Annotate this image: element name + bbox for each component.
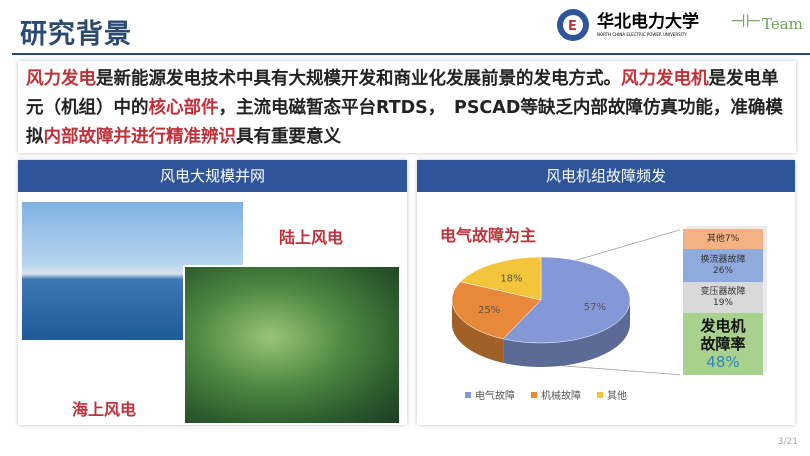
body-text: 具有重要意义 bbox=[236, 127, 341, 147]
emphasis-text: 风力发电机 bbox=[621, 69, 709, 89]
legend-item: 电气故障 bbox=[465, 387, 515, 402]
breakdown-segment: 其他7% bbox=[683, 229, 763, 249]
university-subtitle: NORTH CHINA ELECTRIC POWER UNIVERSITY bbox=[597, 32, 687, 37]
pie-slice-side bbox=[452, 300, 504, 363]
pie-data-label: 57% bbox=[584, 302, 606, 313]
segment-value: 48% bbox=[706, 353, 740, 371]
pie-slice bbox=[459, 256, 542, 301]
legend-label: 机械故障 bbox=[541, 391, 581, 402]
emphasis-text: 内部故障并进行精准辨识 bbox=[43, 127, 237, 147]
legend-item: 其他 bbox=[597, 387, 627, 402]
legend-label: 其他 bbox=[607, 391, 627, 402]
legend-label: 电气故障 bbox=[475, 391, 515, 402]
segment-value: 26% bbox=[712, 265, 733, 276]
legend-swatch bbox=[465, 391, 471, 398]
legend-swatch bbox=[597, 391, 603, 398]
onshore-wind-photo bbox=[183, 265, 401, 425]
offshore-label: 海上风电 bbox=[72, 400, 137, 419]
segment-label: 发电机 故障率 bbox=[700, 317, 746, 353]
legend-item: 机械故障 bbox=[531, 387, 581, 402]
connector-line bbox=[562, 365, 680, 376]
breakdown-segment: 换流器故障 26% bbox=[683, 249, 763, 282]
panel-title: 风电机组故障频发 bbox=[417, 160, 795, 192]
onshore-label: 陆上风电 bbox=[279, 228, 344, 247]
body-text: ，主流电磁暂态平台RTDS， PSCAD等缺乏内部故障仿真功能，准确模拟 bbox=[26, 98, 783, 147]
slide-title: 研究背景 bbox=[20, 19, 132, 50]
generator-breakdown-bar: 其他7% 换流器故障 26% 变压器故障 19% 发电机 故障率 48% bbox=[683, 229, 763, 375]
team-logo-text: Team bbox=[762, 15, 803, 33]
chart-subtitle: 电气故障为主 bbox=[440, 226, 537, 245]
svg-text:E: E bbox=[568, 19, 577, 34]
pie-data-label: 18% bbox=[500, 273, 522, 284]
pie-data-label: 25% bbox=[478, 305, 500, 316]
body-text: 是发电单元（机组）中的 bbox=[26, 69, 779, 118]
university-name: 华北电力大学 bbox=[597, 12, 699, 32]
segment-label: 变压器故障 bbox=[700, 286, 746, 297]
connector-line bbox=[575, 229, 680, 261]
university-emblem-icon: E bbox=[557, 9, 589, 41]
pie-slice-side bbox=[503, 300, 630, 367]
pie-slice bbox=[502, 256, 631, 344]
page-number: 3/21 bbox=[777, 437, 798, 447]
emphasis-text: 风力发电 bbox=[26, 69, 96, 89]
panel-title: 风电大规模并网 bbox=[18, 160, 407, 192]
segment-label: 其他7% bbox=[706, 233, 740, 244]
logo-area: E 华北电力大学 NORTH CHINA ELECTRIC POWER UNIV… bbox=[555, 5, 805, 45]
body-text: 是新能源发电技术中具有大规模开发和商业化发展前景的发电方式。 bbox=[96, 69, 621, 89]
pie-slice bbox=[451, 281, 542, 340]
chart-legend: 电气故障 机械故障 其他 bbox=[465, 387, 627, 402]
fault-pie-chart: 57% 25% 18% bbox=[451, 229, 680, 376]
title-rule bbox=[12, 53, 810, 55]
breakdown-segment: 变压器故障 19% bbox=[683, 282, 763, 313]
segment-label: 换流器故障 bbox=[700, 254, 746, 265]
breakdown-segment: 发电机 故障率 48% bbox=[683, 313, 763, 375]
emphasis-text: 核心部件 bbox=[148, 98, 219, 118]
legend-swatch bbox=[531, 391, 537, 398]
segment-value: 19% bbox=[712, 297, 733, 308]
intro-text: 风力发电是新能源发电技术中具有大规模开发和商业化发展前景的发电方式。风力发电机是… bbox=[18, 61, 796, 153]
team-logo-icon: ⊣⊢ bbox=[730, 11, 762, 32]
